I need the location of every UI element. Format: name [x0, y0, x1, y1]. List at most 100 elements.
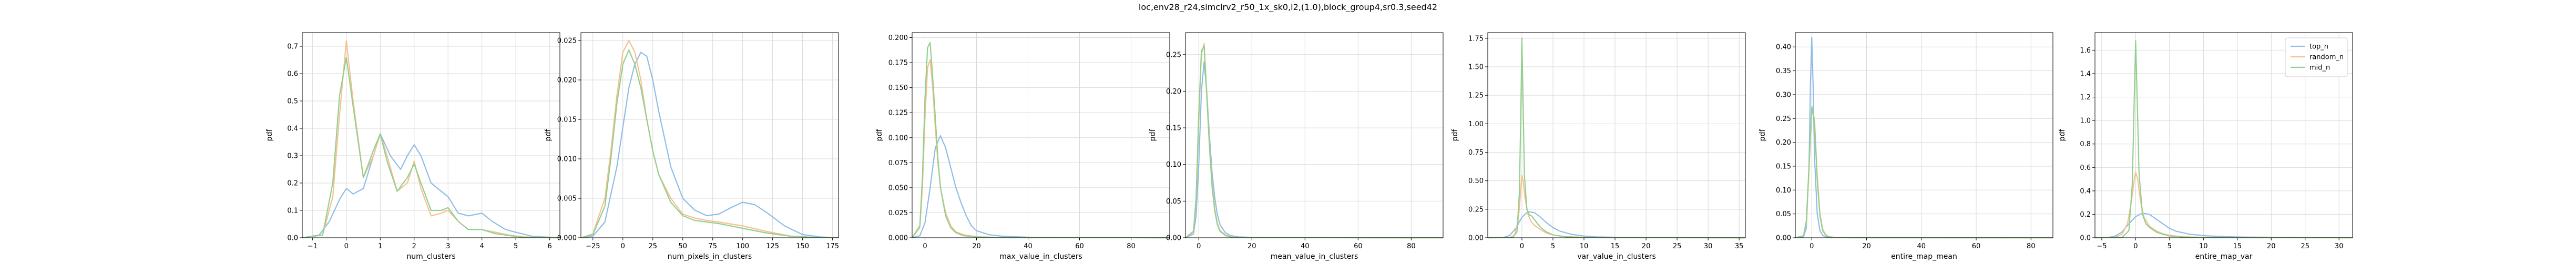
x-tick-label: 30 [1704, 242, 1713, 250]
x-tick-label: 25 [648, 242, 657, 250]
y-tick-label: 1.6 [2080, 47, 2091, 55]
y-tick-label: 0.05 [1776, 210, 1791, 218]
x-tick-label: 20 [972, 242, 981, 250]
y-tick-label: 0.40 [1776, 44, 1791, 52]
x-tick-label: 0 [2133, 242, 2138, 250]
y-tick-label: 0.6 [287, 70, 298, 78]
series-line-mid-n [302, 56, 560, 239]
plot-frame [2094, 32, 2353, 238]
y-tick-label: 0.000 [557, 235, 577, 242]
x-tick-label: 75 [708, 242, 717, 250]
x-tick-label: 60 [1972, 242, 1981, 250]
series-line-random-n [1185, 43, 1444, 239]
x-tick-label: 60 [1075, 242, 1084, 250]
y-tick-label: 0.25 [1776, 115, 1791, 123]
y-tick-label: 0.015 [557, 116, 577, 124]
x-axis-label: entire_map_mean [1891, 252, 1957, 261]
series-line-top-n [1795, 37, 2053, 239]
x-tick-label: 15 [1611, 242, 1620, 250]
x-axis-label: entire_map_var [2195, 252, 2253, 261]
plot-frame [580, 32, 839, 238]
y-axis-label: pdf [1451, 129, 1459, 141]
x-tick-label: 6 [548, 242, 552, 250]
y-tick-label: 1.0 [2080, 117, 2091, 125]
x-axis-label: num_pixels_in_clusters [668, 252, 752, 261]
y-tick-label: 0.100 [888, 134, 908, 142]
series-line-mid-n [1487, 37, 1746, 239]
x-tick-label: 80 [2027, 242, 2036, 250]
chart-panel-3: 0 20 40 60 80 0.000 0.025 0.050 0.075 0.100 0.125 0… [875, 32, 1170, 261]
series-line-random-n [1795, 108, 2053, 239]
y-tick-label: 0.30 [1776, 91, 1791, 99]
x-tick-label: 20 [1862, 242, 1871, 250]
series-line-mid-n [2094, 40, 2353, 239]
chart-panel-7: −5 0 5 10 15 20 25 30 0.0 0.2 0.4 0.6 0.8 1.0 1.2 1.4 1.… [2058, 32, 2353, 261]
y-tick-label: 0.075 [888, 159, 908, 167]
y-tick-label: 0.4 [287, 125, 298, 133]
x-tick-label: 125 [766, 242, 779, 250]
y-tick-label: 0.6 [2080, 164, 2091, 172]
x-tick-label: 50 [678, 242, 687, 250]
x-tick-label: 25 [1673, 242, 1682, 250]
y-tick-label: 1.4 [2080, 70, 2091, 78]
x-tick-label: 0 [344, 242, 349, 250]
y-tick-label: 0.25 [1166, 51, 1181, 59]
y-axis-label: pdf [544, 129, 553, 141]
x-axis-label: mean_value_in_clusters [1271, 252, 1358, 261]
x-tick-label: 4 [480, 242, 484, 250]
y-tick-label: 0.2 [2080, 211, 2091, 219]
y-tick-label: 0.025 [557, 37, 577, 45]
y-tick-label: 0.8 [2080, 140, 2091, 148]
series-line-random-n [2094, 171, 2353, 239]
legend-label-random-n: random_n [2309, 54, 2344, 62]
chart-panel-5: 0 5 10 15 20 25 30 35 0.00 0.25 0.50 0.75 1.00 1.25 1.… [1451, 32, 1746, 261]
x-tick-label: 5 [2168, 242, 2172, 250]
y-tick-label: 0.5 [287, 98, 298, 106]
y-tick-label: 0.000 [888, 235, 908, 242]
y-tick-label: 1.00 [1468, 120, 1484, 128]
x-tick-label: 15 [2233, 242, 2242, 250]
plot-frame [1795, 32, 2053, 238]
y-tick-label: 0.025 [888, 209, 908, 217]
figure-title: loc,env28_r24,simclrv2_r50_1x_sk0,l2,(1.… [1138, 2, 1438, 12]
x-tick-label: 35 [1735, 242, 1744, 250]
y-tick-label: 0.05 [1166, 198, 1181, 206]
x-tick-label: 40 [1917, 242, 1926, 250]
x-tick-label: 60 [1354, 242, 1363, 250]
y-axis-label: pdf [875, 129, 884, 141]
x-tick-label: 20 [1248, 242, 1256, 250]
series-line-random-n [302, 40, 560, 239]
y-tick-label: 0.10 [1776, 187, 1791, 195]
y-tick-label: 0.15 [1166, 125, 1181, 133]
y-tick-label: 0.20 [1166, 88, 1181, 96]
y-tick-label: 0.3 [287, 153, 298, 160]
x-tick-label: 10 [2199, 242, 2208, 250]
y-tick-label: 1.25 [1468, 92, 1484, 100]
y-tick-label: 0.35 [1776, 67, 1791, 75]
series-line-top-n [1487, 211, 1746, 239]
legend-label-top-n: top_n [2309, 43, 2328, 51]
y-tick-label: 0.0 [287, 235, 298, 242]
x-axis-label: num_clusters [406, 252, 455, 261]
x-tick-label: 80 [1127, 242, 1136, 250]
y-tick-label: 0.00 [1166, 235, 1181, 242]
legend-label-mid-n: mid_n [2309, 64, 2330, 72]
x-tick-label: 30 [2335, 242, 2344, 250]
chart-panel-4: 0 20 40 60 80 0.00 0.05 0.10 0.15 0.20 0.25 mean_va… [1149, 32, 1444, 261]
series-line-top-n [2094, 213, 2353, 239]
y-tick-label: 0.1 [287, 207, 298, 215]
y-tick-label: 0.15 [1776, 163, 1791, 170]
y-tick-label: 1.2 [2080, 94, 2091, 102]
series-line-top-n [302, 133, 560, 239]
y-tick-label: 0.4 [2080, 187, 2091, 195]
x-tick-label: 0 [923, 242, 927, 250]
x-tick-label: 2 [412, 242, 416, 250]
y-tick-label: 1.75 [1468, 35, 1484, 43]
y-tick-label: 0.10 [1166, 161, 1181, 169]
series-line-mid-n [580, 49, 839, 239]
x-tick-label: 20 [1642, 242, 1651, 250]
x-tick-label: 0 [1810, 242, 1814, 250]
y-tick-label: 0.00 [1776, 235, 1791, 242]
plot-frame [912, 32, 1170, 238]
